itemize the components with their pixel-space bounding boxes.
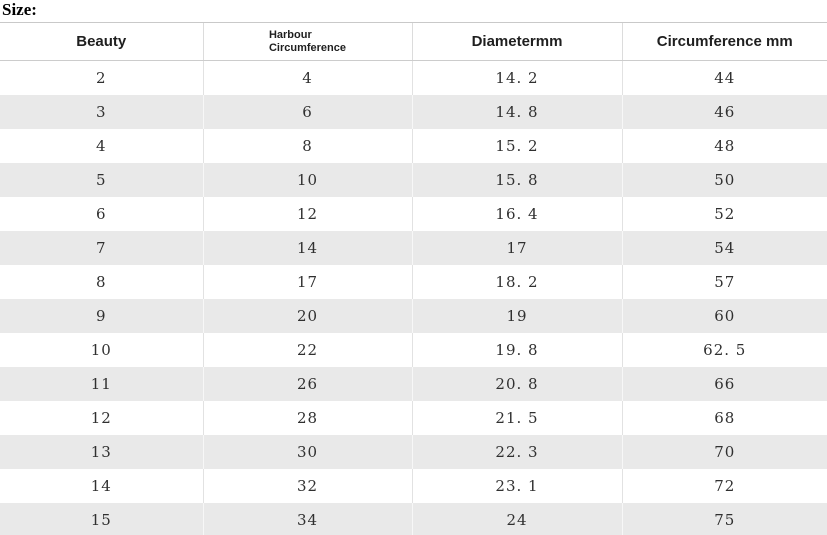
table-cell: 21. 5 (411, 400, 622, 435)
table-row: 2 4 14. 2 44 (0, 60, 827, 95)
table-cell: 5 (0, 162, 203, 197)
table-body: 2 4 14. 2 44 3 6 14. 8 46 4 8 15. 2 48 5 10 15. 8 50 6 12… (0, 60, 827, 535)
table-cell: 12 (202, 196, 412, 231)
column-header-label: Diametermm (471, 33, 563, 50)
table-cell: 20 (202, 298, 412, 333)
size-label: Size: (2, 0, 37, 19)
table-cell: 26 (202, 366, 412, 401)
table-row: 10 22 19. 8 62. 5 (0, 332, 827, 367)
column-header-label: Beauty (76, 33, 127, 50)
table-cell: 72 (621, 468, 827, 503)
table-row: 11 26 20. 8 66 (0, 366, 827, 401)
table-cell: 4 (0, 128, 203, 163)
table-cell: 15 (0, 502, 203, 535)
table-cell: 10 (0, 332, 203, 367)
table-row: 13 30 22. 3 70 (0, 434, 827, 469)
column-header-label: Harbour Circumference (268, 28, 347, 54)
table-cell: 54 (621, 230, 827, 265)
table-cell: 15. 2 (411, 128, 622, 163)
table-row: 6 12 16. 4 52 (0, 196, 827, 231)
table-cell: 6 (0, 196, 203, 231)
table-row: 8 17 18. 2 57 (0, 264, 827, 299)
table-cell: 14 (202, 230, 412, 265)
table-cell: 50 (621, 162, 827, 197)
table-cell: 3 (0, 94, 203, 129)
table-cell: 14. 8 (411, 94, 622, 129)
table-cell: 2 (0, 60, 203, 95)
table-cell: 16. 4 (411, 196, 622, 231)
table-cell: 60 (621, 298, 827, 333)
table-cell: 12 (0, 400, 203, 435)
column-header: Harbour Circumference (202, 22, 412, 61)
table-cell: 28 (202, 400, 412, 435)
table-cell: 17 (202, 264, 412, 299)
table-cell: 18. 2 (411, 264, 622, 299)
table-cell: 34 (202, 502, 412, 535)
table-cell: 14 (0, 468, 203, 503)
table-row: 12 28 21. 5 68 (0, 400, 827, 435)
table-cell: 10 (202, 162, 412, 197)
table-cell: 8 (0, 264, 203, 299)
table-cell: 20. 8 (411, 366, 622, 401)
table-cell: 68 (621, 400, 827, 435)
table-cell: 13 (0, 434, 203, 469)
table-cell: 11 (0, 366, 203, 401)
table-cell: 22. 3 (411, 434, 622, 469)
table-cell: 52 (621, 196, 827, 231)
table-cell: 6 (202, 94, 412, 129)
table-cell: 75 (621, 502, 827, 535)
table-cell: 48 (621, 128, 827, 163)
ring-size-chart-table: Beauty Harbour Circumference Diametermm Cir… (0, 22, 827, 535)
table-cell: 19. 8 (411, 332, 622, 367)
table-row: 15 34 24 75 (0, 502, 827, 535)
table-cell: 23. 1 (411, 468, 622, 503)
table-cell: 62. 5 (621, 332, 827, 367)
table-cell: 8 (202, 128, 412, 163)
table-cell: 15. 8 (411, 162, 622, 197)
table-cell: 57 (621, 264, 827, 299)
table-cell: 32 (202, 468, 412, 503)
table-row: 14 32 23. 1 72 (0, 468, 827, 503)
table-cell: 66 (621, 366, 827, 401)
table-cell: 9 (0, 298, 203, 333)
table-cell: 7 (0, 230, 203, 265)
table-cell: 19 (411, 298, 622, 333)
table-row: 4 8 15. 2 48 (0, 128, 827, 163)
column-header-label: Circumference mm (656, 33, 793, 50)
table-cell: 24 (411, 502, 622, 535)
table-row: 7 14 17 54 (0, 230, 827, 265)
table-row: 3 6 14. 8 46 (0, 94, 827, 129)
table-cell: 46 (621, 94, 827, 129)
table-cell: 70 (621, 434, 827, 469)
table-row: 5 10 15. 8 50 (0, 162, 827, 197)
column-header: Diametermm (411, 22, 622, 61)
table-cell: 17 (411, 230, 622, 265)
table-header: Beauty Harbour Circumference Diametermm Cir… (0, 22, 827, 61)
column-header: Beauty (0, 22, 203, 61)
table-header-row: Beauty Harbour Circumference Diametermm Cir… (0, 22, 827, 61)
table-cell: 44 (621, 60, 827, 95)
table-row: 9 20 19 60 (0, 298, 827, 333)
table-cell: 22 (202, 332, 412, 367)
table-cell: 14. 2 (411, 60, 622, 95)
table-cell: 30 (202, 434, 412, 469)
column-header: Circumference mm (621, 22, 827, 61)
table-cell: 4 (202, 60, 412, 95)
